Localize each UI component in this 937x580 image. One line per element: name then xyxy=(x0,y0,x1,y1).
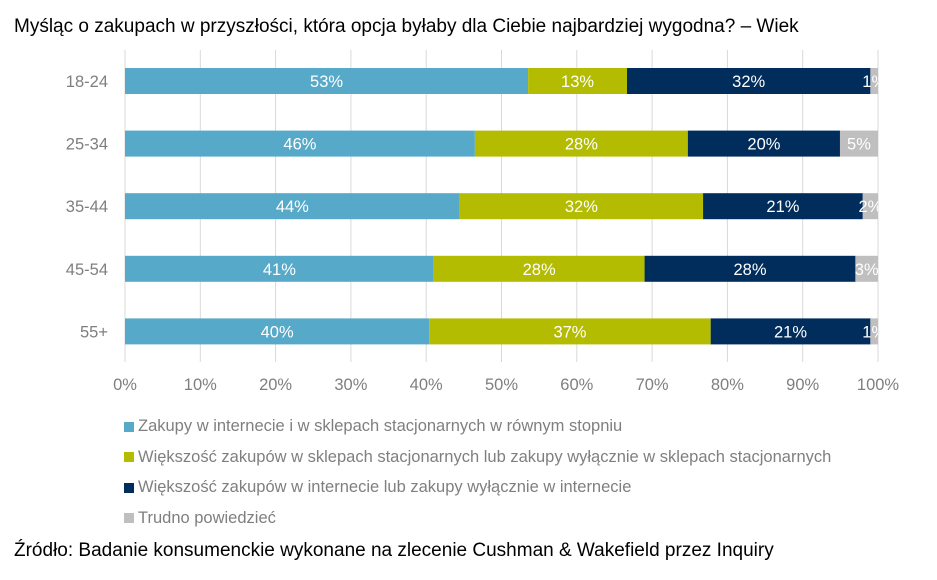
legend-item: Większość zakupów w internecie lub zakup… xyxy=(124,478,631,497)
y-category-label: 35-44 xyxy=(66,198,108,216)
data-label: 28% xyxy=(565,136,598,154)
data-label: 28% xyxy=(733,261,766,279)
data-label: 32% xyxy=(732,73,765,91)
data-label: 2% xyxy=(858,198,882,216)
x-tick-label: 20% xyxy=(259,376,292,394)
legend-item: Trudno powiedzieć xyxy=(124,509,276,528)
legend-item: Większość zakupów w sklepach stacjonarny… xyxy=(124,448,831,467)
bar-segment xyxy=(839,130,878,157)
bar-segment xyxy=(703,193,863,220)
data-label: 41% xyxy=(263,261,296,279)
x-tick-label: 100% xyxy=(857,376,900,394)
data-label: 44% xyxy=(276,198,309,216)
x-tick-label: 50% xyxy=(485,376,518,394)
data-label: 1% xyxy=(862,323,886,341)
data-label: 21% xyxy=(766,198,799,216)
data-label: 1% xyxy=(862,73,886,91)
bar-segment xyxy=(125,68,529,94)
bar-segment xyxy=(125,318,430,345)
data-label: 53% xyxy=(310,73,343,91)
x-tick-label: 0% xyxy=(113,376,137,394)
legend-label: Większość zakupów w sklepach stacjonarny… xyxy=(138,447,832,466)
legend-swatch xyxy=(124,513,134,523)
x-tick-label: 10% xyxy=(184,376,217,394)
y-category-label: 18-24 xyxy=(66,73,108,91)
x-tick-label: 90% xyxy=(786,376,819,394)
legend-label: Większość zakupów w internecie lub zakup… xyxy=(138,478,632,496)
data-label: 21% xyxy=(774,323,807,341)
x-tick-label: 70% xyxy=(636,376,669,394)
bar-segment xyxy=(855,255,878,282)
source-note: Źródło: Badanie konsumenckie wykonane na… xyxy=(14,540,774,561)
bar-segment xyxy=(125,255,434,282)
x-tick-label: 80% xyxy=(711,376,744,394)
bar-segment xyxy=(710,318,871,345)
bar-segment xyxy=(125,193,460,220)
data-label: 3% xyxy=(855,261,879,279)
bar-segment xyxy=(125,130,475,157)
legend-item: Zakupy w internecie i w sklepach stacjon… xyxy=(124,417,622,436)
data-label: 37% xyxy=(553,323,586,341)
data-label: 40% xyxy=(261,323,294,341)
legend-label: Trudno powiedzieć xyxy=(138,508,276,527)
y-category-label: 55+ xyxy=(80,323,108,341)
bar-segment xyxy=(433,255,645,282)
bar-segment xyxy=(870,68,878,94)
data-label: 28% xyxy=(523,261,556,279)
data-label: 20% xyxy=(747,136,780,154)
bar-segment xyxy=(429,318,711,345)
bar-segment xyxy=(459,193,704,220)
legend-swatch xyxy=(124,482,134,493)
bar-segment xyxy=(644,255,856,282)
x-tick-label: 40% xyxy=(410,376,443,394)
legend-label: Zakupy w internecie i w sklepach stacjon… xyxy=(138,417,623,435)
legend-swatch xyxy=(124,421,134,432)
bar-segment xyxy=(870,318,878,345)
chart-title: Myśląc o zakupach w przyszłości, która o… xyxy=(14,16,799,37)
bar-segment xyxy=(687,130,840,157)
bar-segment xyxy=(474,130,688,157)
data-label: 13% xyxy=(561,73,594,91)
data-label: 5% xyxy=(847,136,871,154)
y-category-label: 45-54 xyxy=(66,261,108,279)
x-tick-label: 60% xyxy=(560,376,593,394)
legend-swatch xyxy=(124,452,134,462)
data-label: 32% xyxy=(565,198,598,216)
bar-segment xyxy=(528,68,627,94)
data-label: 46% xyxy=(283,136,316,154)
bar-segment xyxy=(862,193,878,220)
bar-segment xyxy=(627,68,871,94)
y-category-label: 25-34 xyxy=(66,136,108,154)
x-tick-label: 30% xyxy=(334,376,367,394)
